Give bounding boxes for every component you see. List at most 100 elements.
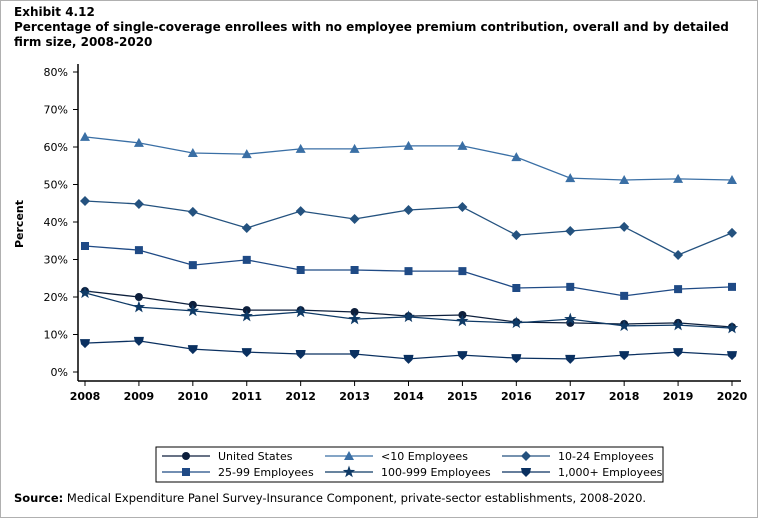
legend-marker bbox=[342, 465, 356, 478]
data-point bbox=[565, 173, 576, 183]
data-point bbox=[618, 319, 631, 332]
data-point bbox=[565, 354, 576, 364]
x-tick-label: 2013 bbox=[339, 390, 370, 403]
legend-label: <10 Employees bbox=[381, 450, 468, 463]
data-point bbox=[241, 348, 252, 358]
y-tick-label: 0% bbox=[51, 366, 68, 379]
legend-box bbox=[155, 446, 664, 483]
data-point bbox=[241, 223, 252, 233]
data-point bbox=[294, 305, 307, 318]
data-point bbox=[78, 286, 92, 299]
x-tick-label: 2010 bbox=[178, 390, 209, 403]
data-point bbox=[565, 226, 576, 236]
data-point bbox=[134, 293, 143, 301]
data-point bbox=[348, 312, 361, 325]
data-point bbox=[80, 196, 90, 206]
data-point bbox=[349, 214, 360, 224]
data-point bbox=[457, 351, 468, 361]
data-point bbox=[456, 314, 469, 327]
exhibit-number: Exhibit 4.12 bbox=[14, 5, 95, 19]
data-point bbox=[619, 175, 630, 184]
data-point bbox=[511, 230, 522, 241]
data-point bbox=[242, 255, 251, 264]
x-tick-label: 2020 bbox=[717, 390, 748, 403]
y-tick-label: 70% bbox=[44, 104, 68, 117]
source-note: Source: Medical Expenditure Panel Survey… bbox=[14, 491, 646, 505]
data-point bbox=[512, 284, 521, 292]
chart-title: Percentage of single-coverage enrollees … bbox=[14, 20, 729, 49]
x-tick-label: 2017 bbox=[555, 390, 586, 403]
data-point bbox=[188, 261, 197, 270]
data-point bbox=[727, 351, 737, 361]
data-point bbox=[673, 348, 684, 358]
data-point bbox=[80, 131, 90, 141]
data-point bbox=[134, 246, 143, 255]
legend-label: 10-24 Employees bbox=[558, 450, 654, 463]
legend-marker bbox=[344, 451, 354, 460]
legend-label: 100-999 Employees bbox=[381, 466, 491, 479]
data-point bbox=[133, 199, 144, 209]
data-point bbox=[241, 149, 252, 159]
data-point bbox=[510, 316, 523, 329]
data-point bbox=[349, 143, 360, 153]
legend-label: 1,000+ Employees bbox=[558, 466, 663, 479]
y-tick-label: 40% bbox=[44, 216, 68, 229]
data-point bbox=[403, 354, 414, 364]
data-point bbox=[457, 140, 468, 150]
data-point bbox=[132, 300, 146, 313]
data-point bbox=[295, 143, 306, 153]
x-tick-label: 2012 bbox=[285, 390, 316, 403]
x-tick-label: 2018 bbox=[609, 390, 640, 403]
x-tick-label: 2011 bbox=[231, 390, 262, 403]
legend-marker bbox=[182, 452, 190, 460]
data-point bbox=[403, 205, 414, 215]
legend-marker bbox=[182, 468, 190, 476]
data-point bbox=[404, 267, 413, 276]
x-tick-label: 2014 bbox=[393, 390, 424, 403]
data-point bbox=[81, 242, 89, 250]
data-point bbox=[458, 267, 467, 276]
data-point bbox=[80, 339, 90, 349]
data-point bbox=[240, 309, 253, 322]
series-line bbox=[84, 290, 733, 328]
x-tick-label: 2008 bbox=[70, 390, 101, 403]
data-point bbox=[403, 140, 414, 150]
data-point bbox=[619, 351, 630, 361]
y-tick-label: 50% bbox=[44, 179, 68, 192]
legend-marker bbox=[521, 468, 531, 477]
data-point bbox=[725, 321, 739, 334]
data-point bbox=[187, 206, 198, 217]
data-point bbox=[673, 250, 684, 260]
data-point bbox=[728, 282, 736, 291]
data-point bbox=[349, 350, 360, 359]
x-tick-label: 2009 bbox=[124, 390, 155, 403]
y-tick-label: 20% bbox=[44, 291, 68, 304]
source-label: Source: bbox=[14, 491, 64, 505]
data-point bbox=[674, 285, 683, 294]
legend-marker bbox=[521, 451, 531, 461]
data-point bbox=[402, 310, 415, 323]
y-tick-label: 30% bbox=[44, 254, 68, 267]
data-point bbox=[619, 221, 630, 232]
data-point bbox=[187, 148, 198, 157]
y-tick-label: 10% bbox=[44, 329, 68, 342]
data-point bbox=[133, 336, 144, 346]
x-tick-label: 2015 bbox=[447, 390, 478, 403]
x-tick-label: 2016 bbox=[501, 390, 532, 403]
legend-label: 25-99 Employees bbox=[218, 466, 314, 479]
source-text: Medical Expenditure Panel Survey-Insuran… bbox=[63, 491, 647, 505]
data-point bbox=[295, 350, 306, 359]
data-point bbox=[673, 173, 684, 183]
data-point bbox=[296, 266, 305, 274]
data-point bbox=[133, 137, 144, 147]
data-point bbox=[350, 266, 359, 274]
data-point bbox=[457, 202, 468, 212]
data-point bbox=[186, 304, 199, 317]
data-point bbox=[350, 308, 359, 316]
data-point bbox=[511, 354, 522, 364]
data-point bbox=[187, 345, 198, 355]
x-tick-label: 2019 bbox=[663, 390, 694, 403]
data-point bbox=[620, 291, 629, 300]
legend-label: United States bbox=[218, 450, 293, 463]
